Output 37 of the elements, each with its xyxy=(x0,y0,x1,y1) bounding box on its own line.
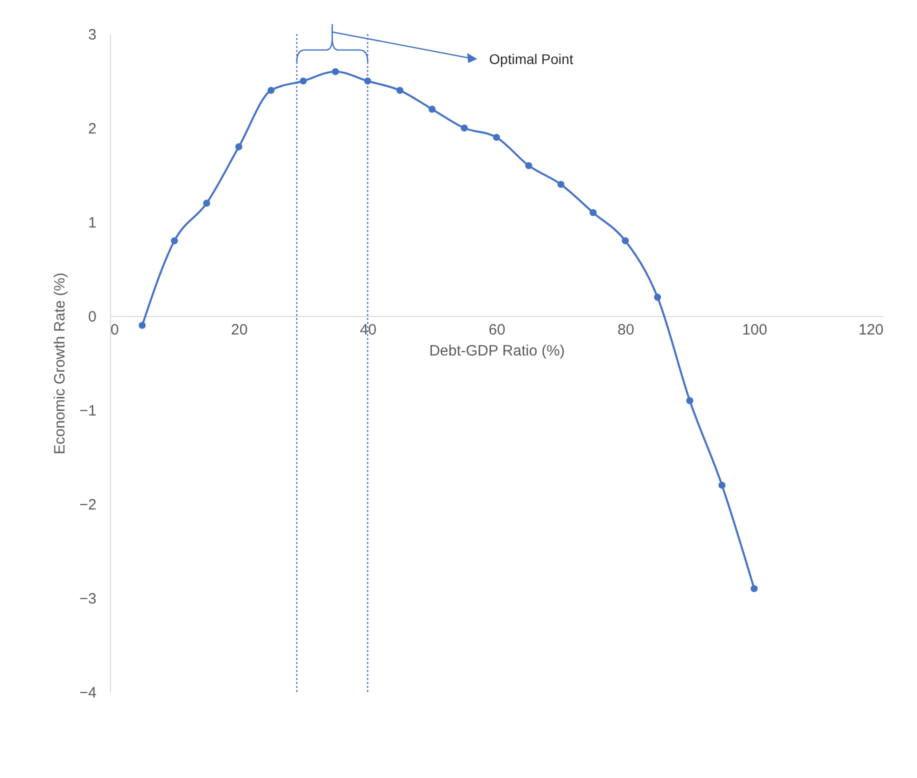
x-axis-title: Debt-GDP Ratio (%) xyxy=(429,342,565,360)
y-tick-label: 0 xyxy=(88,308,96,326)
point xyxy=(492,134,500,141)
x-tick-label: 0 xyxy=(110,322,119,338)
y-tick-label: −3 xyxy=(79,590,96,608)
point xyxy=(686,397,694,404)
x-tick-label: 100 xyxy=(742,322,768,338)
x-tick-label: 20 xyxy=(230,322,248,338)
point xyxy=(460,124,468,132)
point xyxy=(268,86,275,94)
point xyxy=(170,237,178,244)
point xyxy=(590,209,597,216)
annotation: Optimal Point xyxy=(489,51,574,67)
x-tick-label: 60 xyxy=(488,322,506,338)
point xyxy=(525,162,532,170)
y-axis-title: Economic Growth Rate (%) xyxy=(51,272,68,454)
y-tick-label: 3 xyxy=(88,26,96,44)
point xyxy=(203,200,210,207)
point xyxy=(396,86,404,94)
point xyxy=(332,68,339,76)
point xyxy=(654,294,662,301)
y-tick-label: −1 xyxy=(79,402,96,420)
point xyxy=(428,106,436,113)
y-tick-label: −2 xyxy=(79,496,96,514)
x-tick-label: 120 xyxy=(858,322,884,338)
point xyxy=(718,482,726,489)
y-tick-label: −4 xyxy=(79,684,96,702)
y-tick-label: 1 xyxy=(88,214,96,232)
x-tick-label: 40 xyxy=(360,322,377,338)
point xyxy=(622,237,629,244)
point xyxy=(300,77,307,85)
y-tick-label: 2 xyxy=(88,120,96,138)
point xyxy=(750,585,758,592)
point xyxy=(138,322,146,329)
point xyxy=(557,180,564,188)
point xyxy=(235,143,242,150)
x-tick-label: 80 xyxy=(617,322,634,338)
